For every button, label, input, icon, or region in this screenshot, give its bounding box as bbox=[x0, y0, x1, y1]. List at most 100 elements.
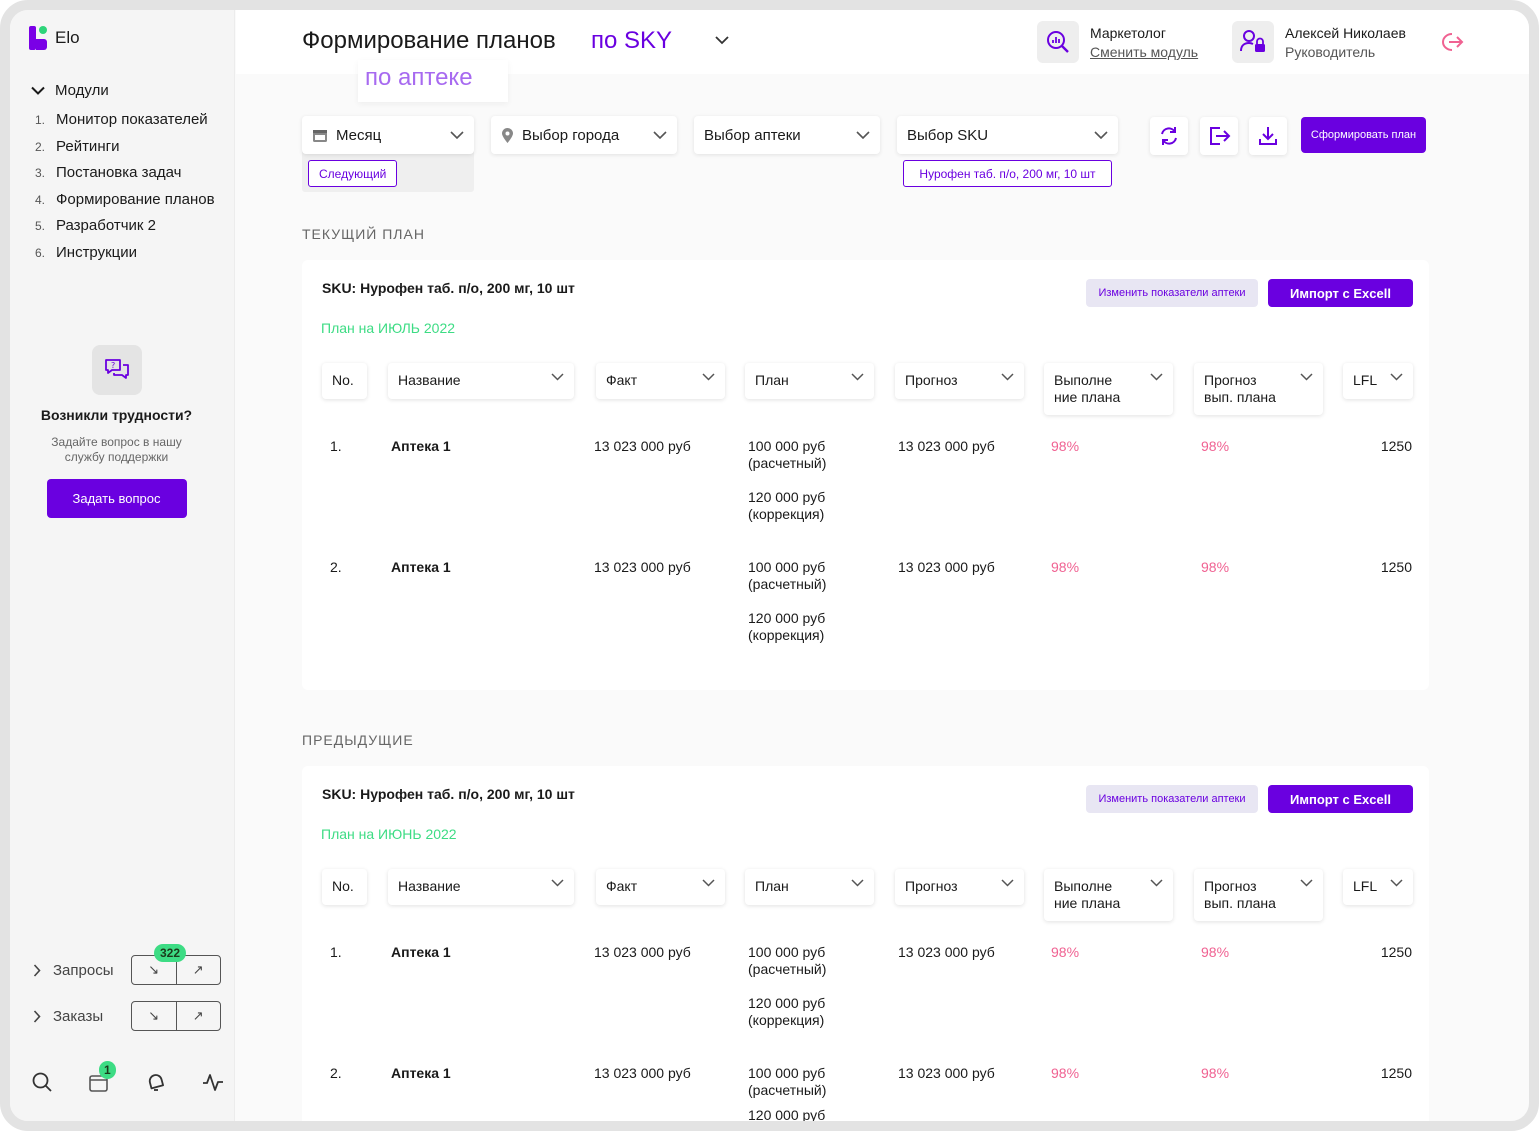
sku-chip[interactable]: Нурофен таб. п/о, 200 мг, 10 шт bbox=[903, 160, 1112, 187]
module-item-ratings[interactable]: 2. Рейтинги bbox=[35, 138, 215, 165]
module-item-plans[interactable]: 4. Формирование планов bbox=[35, 191, 215, 218]
generate-plan-button[interactable]: Сформировать план bbox=[1301, 117, 1426, 153]
cell-fact: 13 023 000 руб bbox=[594, 438, 691, 454]
chevron-down-icon bbox=[1390, 373, 1403, 381]
column-header-forecast-completion[interactable]: Прогноз вып. плана bbox=[1194, 363, 1323, 415]
activity-icon[interactable] bbox=[201, 1070, 225, 1094]
user-lock-icon[interactable] bbox=[1232, 21, 1274, 63]
chevron-down-icon bbox=[450, 131, 464, 139]
column-header-no[interactable]: No. bbox=[322, 869, 367, 905]
requests-label: Запросы bbox=[53, 961, 114, 979]
orders-incoming-button[interactable]: ↘ bbox=[132, 1002, 177, 1030]
svg-text:?: ? bbox=[111, 361, 115, 370]
module-item-monitor[interactable]: 1. Монитор показателей bbox=[35, 111, 215, 138]
month-chip-next[interactable]: Следующий bbox=[308, 160, 398, 187]
cell-forecast: 13 023 000 руб bbox=[898, 944, 995, 960]
cell-no: 2. bbox=[330, 559, 342, 575]
plan-type: (расчетный) bbox=[748, 576, 827, 592]
logout-icon[interactable] bbox=[1439, 31, 1465, 53]
column-header-completion[interactable]: Выполне ние плана bbox=[1044, 363, 1173, 415]
chevron-down-icon[interactable] bbox=[714, 35, 730, 45]
cell-plan-calculated: 100 000 руб (расчетный) bbox=[748, 944, 826, 978]
column-title: вып. плана bbox=[1204, 389, 1276, 405]
orders-row[interactable]: Заказы ↘ ↗ bbox=[33, 1001, 221, 1031]
column-header-forecast[interactable]: Прогноз bbox=[895, 363, 1024, 399]
user-role: Руководитель bbox=[1285, 44, 1376, 60]
cell-forecast: 13 023 000 руб bbox=[898, 1065, 995, 1081]
column-header-name[interactable]: Название bbox=[388, 363, 574, 399]
app-logo[interactable]: Elo bbox=[29, 26, 80, 50]
column-header-name[interactable]: Название bbox=[388, 869, 574, 905]
calendar-badge: 1 bbox=[99, 1061, 116, 1079]
module-label: Монитор показателей bbox=[56, 111, 208, 128]
edit-pharmacy-metrics-button[interactable]: Изменить показатели аптеки bbox=[1086, 279, 1258, 307]
orders-outgoing-button[interactable]: ↗ bbox=[192, 1008, 204, 1023]
module-item-developer[interactable]: 5. Разработчик 2 bbox=[35, 217, 215, 244]
column-header-fact[interactable]: Факт bbox=[596, 363, 725, 399]
chevron-right-icon bbox=[33, 1009, 41, 1023]
sku-select[interactable]: Выбор SKU bbox=[897, 116, 1118, 154]
column-header-no[interactable]: No. bbox=[322, 363, 367, 399]
cell-plan-corrected[interactable]: 120 000 руб (коррекция) bbox=[748, 489, 825, 523]
help-block: ? Возникли трудности? Задайте вопрос в н… bbox=[10, 345, 223, 518]
column-title: Факт bbox=[606, 372, 638, 388]
cell-plan-calculated: 100 000 руб (расчетный) bbox=[748, 438, 826, 472]
column-header-completion[interactable]: Выполне ние плана bbox=[1044, 869, 1173, 921]
import-excel-button[interactable]: Импорт с Excell bbox=[1268, 279, 1413, 307]
search-icon[interactable] bbox=[30, 1070, 54, 1094]
sku-label: Выбор SKU bbox=[907, 126, 989, 144]
current-section-label: ТЕКУЩИЙ ПЛАН bbox=[302, 226, 425, 242]
ask-question-button[interactable]: Задать вопрос bbox=[46, 479, 187, 518]
month-select[interactable]: Месяц bbox=[302, 116, 474, 154]
export-button[interactable] bbox=[1200, 117, 1238, 155]
column-header-lfl[interactable]: LFL bbox=[1343, 363, 1413, 399]
column-title: No. bbox=[332, 372, 354, 388]
pharmacy-select[interactable]: Выбор аптеки bbox=[694, 116, 880, 154]
download-button[interactable] bbox=[1249, 117, 1287, 155]
card-plan-period: План на ИЮЛЬ 2022 bbox=[321, 320, 456, 336]
cell-forecast-completion: 98% bbox=[1201, 559, 1230, 575]
module-item-instructions[interactable]: 6. Инструкции bbox=[35, 244, 215, 271]
cell-plan-corrected[interactable]: 120 000 руб bbox=[748, 1107, 825, 1121]
chevron-down-icon bbox=[1094, 131, 1108, 139]
column-header-fact[interactable]: Факт bbox=[596, 869, 725, 905]
analytics-search-icon[interactable] bbox=[1037, 21, 1079, 63]
plan-value: 100 000 руб bbox=[748, 438, 826, 454]
calendar-icon[interactable]: 1 bbox=[87, 1061, 116, 1094]
column-header-lfl[interactable]: LFL bbox=[1343, 869, 1413, 905]
plan-mode-select[interactable]: по SKY bbox=[591, 27, 673, 54]
switch-module-link[interactable]: Сменить модуль bbox=[1090, 44, 1199, 60]
cell-plan-corrected[interactable]: 120 000 руб (коррекция) bbox=[748, 610, 825, 644]
user-name: Алексей Николаев bbox=[1285, 25, 1406, 41]
import-excel-button[interactable]: Импорт с Excell bbox=[1268, 785, 1413, 813]
column-header-plan[interactable]: План bbox=[745, 869, 874, 905]
modules-label: Модули bbox=[55, 82, 109, 99]
requests-switch: ↘ ↗ 322 bbox=[131, 944, 221, 985]
column-header-forecast-completion[interactable]: Прогноз вып. плана bbox=[1194, 869, 1323, 921]
city-select[interactable]: Выбор города bbox=[491, 116, 677, 154]
modules-toggle[interactable]: Модули bbox=[31, 82, 109, 99]
location-pin-icon bbox=[502, 127, 513, 143]
chevron-down-icon bbox=[653, 131, 667, 139]
chevron-down-icon bbox=[702, 879, 715, 887]
plan-value: 120 000 руб bbox=[748, 489, 826, 505]
cell-lfl: 1250 bbox=[1380, 438, 1412, 454]
requests-outgoing-button[interactable]: ↗ bbox=[192, 962, 204, 977]
requests-incoming-button[interactable]: ↘ bbox=[132, 956, 177, 984]
refresh-button[interactable] bbox=[1150, 117, 1188, 155]
bell-icon[interactable] bbox=[144, 1070, 168, 1094]
column-header-forecast[interactable]: Прогноз bbox=[895, 869, 1024, 905]
plan-mode-option-pharmacy[interactable]: по аптеке bbox=[358, 60, 508, 102]
cell-lfl: 1250 bbox=[1380, 559, 1412, 575]
refresh-icon bbox=[1161, 127, 1177, 145]
column-title: LFL bbox=[1353, 878, 1378, 894]
cell-completion: 98% bbox=[1051, 944, 1080, 960]
cell-plan-corrected[interactable]: 120 000 руб (коррекция) bbox=[748, 995, 825, 1029]
requests-row[interactable]: Запросы ↘ ↗ 322 bbox=[33, 944, 221, 985]
module-item-tasks[interactable]: 3. Постановка задач bbox=[35, 164, 215, 191]
cell-name: Аптека 1 bbox=[391, 559, 451, 575]
column-header-plan[interactable]: План bbox=[745, 363, 874, 399]
role-info: Маркетолог Сменить модуль bbox=[1090, 24, 1198, 62]
edit-pharmacy-metrics-button[interactable]: Изменить показатели аптеки bbox=[1086, 785, 1258, 813]
cell-lfl: 1250 bbox=[1380, 944, 1412, 960]
